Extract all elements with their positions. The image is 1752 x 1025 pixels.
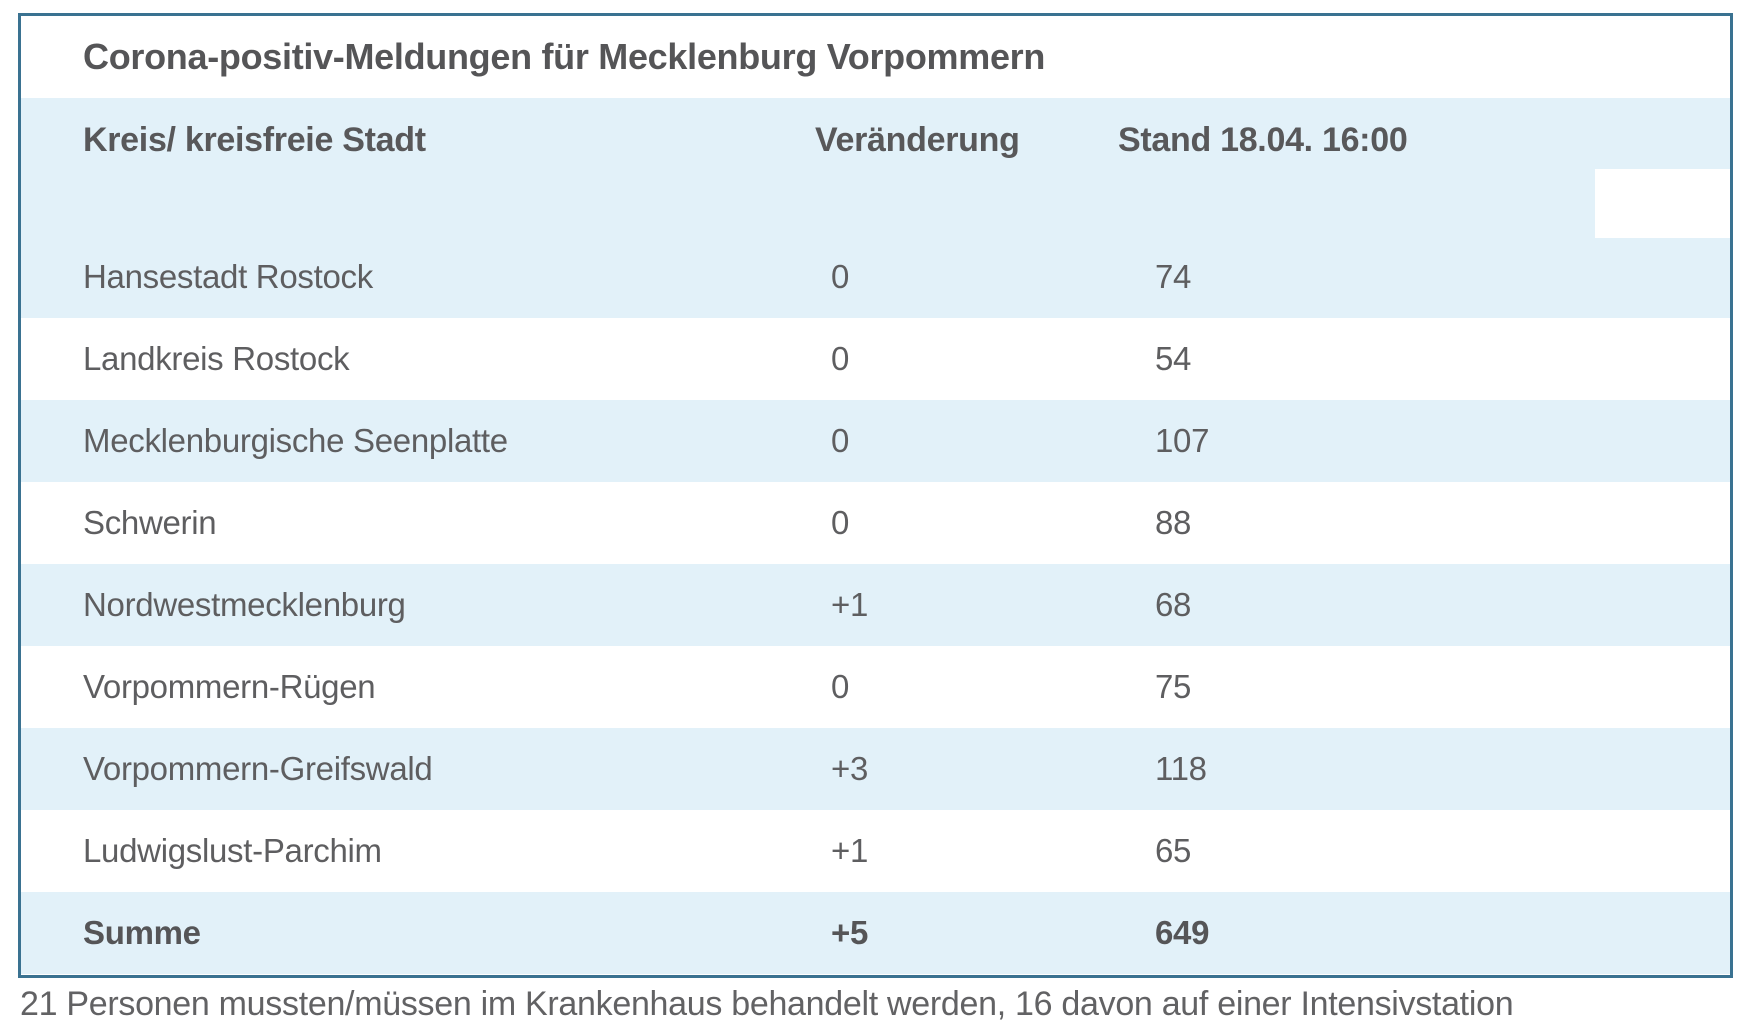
corona-cases-table: Corona-positiv-Meldungen für Mecklenburg… — [18, 13, 1733, 978]
change-value: 0 — [831, 504, 850, 541]
district-name: Nordwestmecklenburg — [83, 586, 406, 623]
table-row-vorpommern-ruegen: Vorpommern-Rügen 0 75 — [21, 646, 1730, 728]
change-value: +1 — [831, 586, 869, 623]
total-change-value: +5 — [831, 914, 869, 951]
district-name: Hansestadt Rostock — [83, 258, 373, 295]
table-row-mecklenburgische-seenplatte: Mecklenburgische Seenplatte 0 107 — [21, 400, 1730, 482]
change-value: 0 — [831, 340, 850, 377]
count-value: 74 — [1155, 258, 1192, 295]
district-name: Schwerin — [83, 504, 217, 541]
count-value: 107 — [1155, 422, 1210, 459]
change-value: +3 — [831, 750, 869, 787]
district-name: Landkreis Rostock — [83, 340, 350, 377]
table-title-row: Corona-positiv-Meldungen für Mecklenburg… — [21, 16, 1730, 98]
table-title: Corona-positiv-Meldungen für Mecklenburg… — [83, 36, 1046, 77]
hospitalization-note: 21 Personen mussten/müssen im Krankenhau… — [20, 985, 1514, 1023]
district-name: Vorpommern-Greifswald — [83, 750, 433, 787]
change-value: 0 — [831, 422, 850, 459]
district-name: Ludwigslust-Parchim — [83, 832, 382, 869]
column-header-stand: Stand 18.04. 16:00 — [1118, 121, 1408, 159]
count-value: 65 — [1155, 832, 1192, 869]
count-value: 88 — [1155, 504, 1192, 541]
count-value: 68 — [1155, 586, 1192, 623]
table-row-schwerin: Schwerin 0 88 — [21, 482, 1730, 564]
change-value: +1 — [831, 832, 869, 869]
table-row-landkreis-rostock: Landkreis Rostock 0 54 — [21, 318, 1730, 400]
column-header-kreis: Kreis/ kreisfreie Stadt — [83, 121, 426, 159]
table-row-summe: Summe +5 649 — [21, 892, 1730, 974]
count-value: 75 — [1155, 668, 1192, 705]
white-overlay-box — [1595, 169, 1730, 238]
table-row-ludwigslust-parchim: Ludwigslust-Parchim +1 65 — [21, 810, 1730, 892]
total-count-value: 649 — [1155, 914, 1210, 951]
change-value: 0 — [831, 668, 850, 705]
table-row-vorpommern-greifswald: Vorpommern-Greifswald +3 118 — [21, 728, 1730, 810]
district-name: Vorpommern-Rügen — [83, 668, 376, 705]
count-value: 54 — [1155, 340, 1192, 377]
column-header-veraenderung: Veränderung — [815, 121, 1020, 159]
total-label: Summe — [83, 914, 201, 951]
change-value: 0 — [831, 258, 850, 295]
table-row-nordwestmecklenburg: Nordwestmecklenburg +1 68 — [21, 564, 1730, 646]
table-header-row: Kreis/ kreisfreie Stadt Veränderung Stan… — [21, 98, 1730, 236]
count-value: 118 — [1155, 750, 1207, 787]
district-name: Mecklenburgische Seenplatte — [83, 422, 508, 459]
table-row-hansestadt-rostock: Hansestadt Rostock 0 74 — [21, 236, 1730, 318]
